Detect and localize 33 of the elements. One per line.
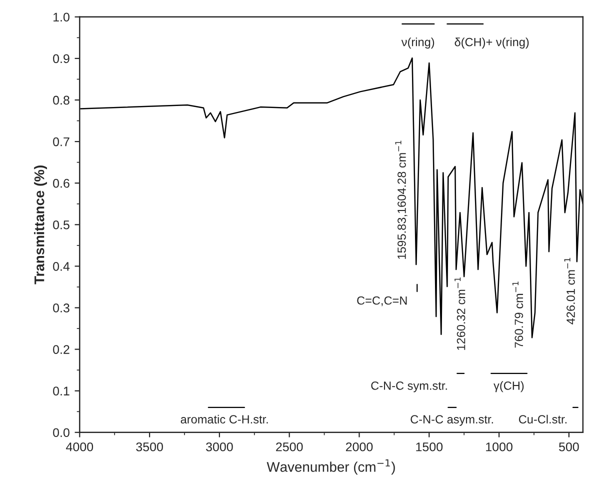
- annotation: 426.01 cm$^{−1}$: [564, 258, 575, 324]
- x-tick-label: 2000: [346, 442, 373, 452]
- x-tick-label: 500: [559, 442, 579, 452]
- annotation: C-N-C sym.str.: [371, 381, 447, 392]
- y-tick-label: 0.0: [53, 428, 70, 438]
- x-axis-title: Wavenumber (cm$^{−1}$): [266, 459, 395, 475]
- annotation: Cu-Cl.str.: [518, 414, 566, 424]
- y-tick-label: 0.1: [53, 386, 70, 396]
- x-tick-label: 3500: [136, 442, 163, 452]
- y-tick-label: 0.5: [53, 220, 70, 230]
- y-tick-label: 0.4: [53, 262, 70, 271]
- y-tick-label: 0.8: [53, 96, 70, 105]
- x-tick-label: 2500: [276, 442, 303, 452]
- annotation: δ(CH)+ ν(ring): [454, 38, 529, 49]
- y-tick-label: 0.3: [53, 304, 70, 312]
- x-tick-label: 3000: [206, 442, 233, 452]
- y-tick-label: 0.7: [53, 137, 70, 146]
- annotation: 1260.32 cm$^{−1}$: [454, 278, 466, 350]
- y-tick-label: 0.9: [53, 54, 70, 64]
- annotation: C-N-C asym.str.: [410, 415, 493, 426]
- annotation: 1595.83,1604.28 cm$^{−1}$: [395, 140, 408, 259]
- annotation: aromatic C-H.str.: [180, 414, 268, 424]
- x-tick-label: 1000: [486, 442, 512, 452]
- y-tick-label: 1.0: [54, 12, 70, 22]
- annotation: C=C,C=N: [357, 296, 407, 306]
- y-axis-title: Transmittance (%): [34, 166, 47, 284]
- y-tick-label: 0.6: [53, 178, 70, 188]
- annotation: 760.79 cm$^{−1}$: [512, 282, 524, 348]
- x-tick-label: 4000: [66, 442, 94, 452]
- x-tick-label: 1500: [416, 442, 443, 452]
- y-tick-label: 0.2: [53, 345, 70, 354]
- annotation: ν(ring): [401, 38, 434, 49]
- annotation: γ(CH): [494, 381, 524, 392]
